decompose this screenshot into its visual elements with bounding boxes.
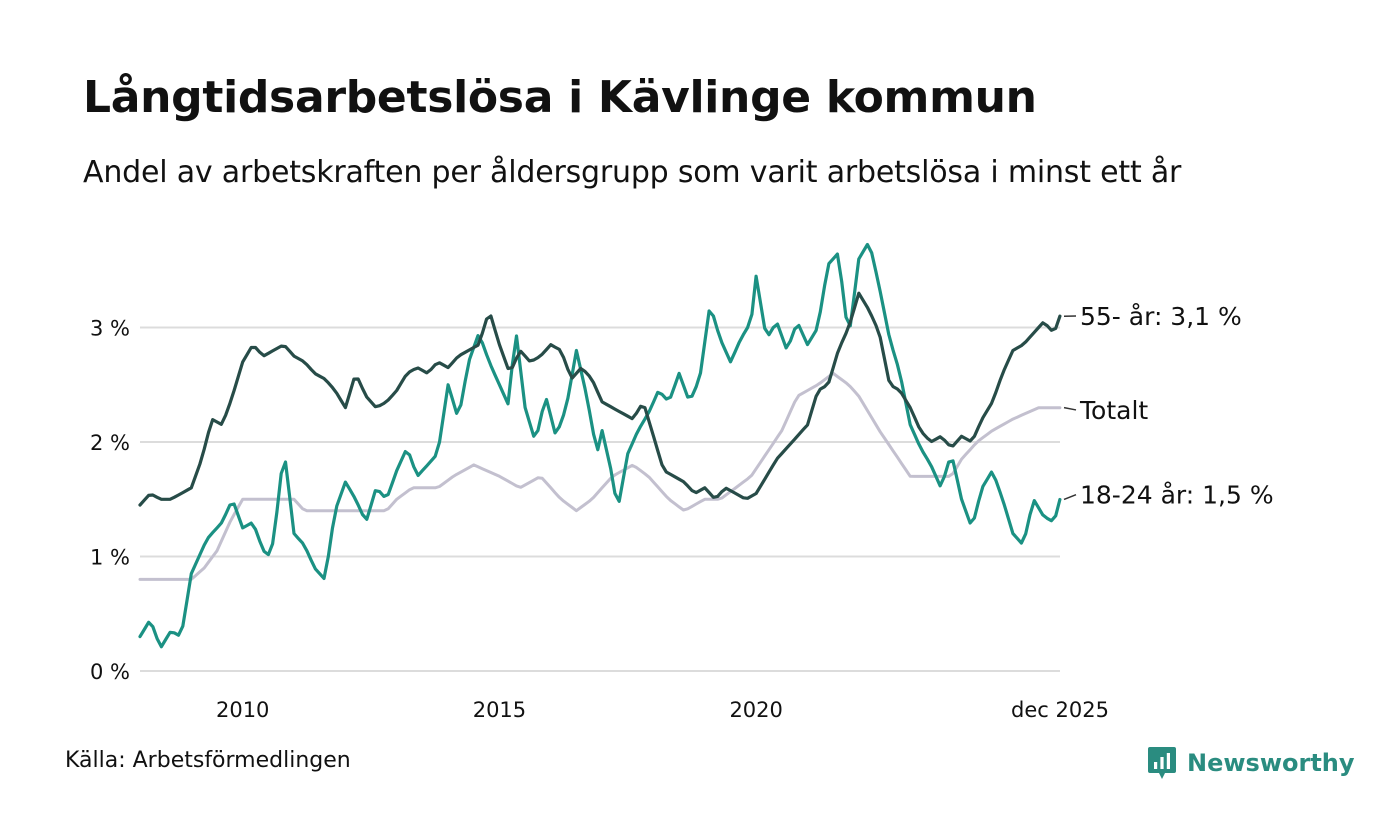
y-axis: 0 % 1 % 2 % 3 % (90, 317, 130, 685)
brand[interactable]: Newsworthy (1147, 743, 1355, 783)
series-line-2 (138, 291, 1062, 507)
series-end-label: Totalt (1079, 396, 1148, 425)
label-leader (1063, 406, 1077, 411)
x-tick-label: 2020 (729, 698, 782, 722)
chart-title: Långtidsarbetslösa i Kävlinge kommun (83, 72, 1037, 123)
y-tick-label: 3 % (90, 317, 130, 341)
x-tick-label: dec 2025 (1011, 698, 1109, 722)
series-end-label: 55- år: 3,1 % (1080, 302, 1242, 331)
x-axis: 2010 2015 2020 dec 2025 (216, 698, 1109, 722)
source-note: Källa: Arbetsförmedlingen (65, 748, 351, 773)
brand-name: Newsworthy (1187, 749, 1355, 777)
y-tick-label: 0 % (90, 660, 130, 684)
x-tick-label: 2010 (216, 698, 269, 722)
series-end-label: 18-24 år: 1,5 % (1080, 481, 1274, 510)
chart-subtitle: Andel av arbetskraften per åldersgrupp s… (83, 155, 1182, 190)
series-line-0 (138, 371, 1062, 581)
series-layer (138, 242, 1062, 649)
label-leader (1063, 493, 1077, 501)
series-labels: Totalt 18-24 år: 1,5 % 55- år: 3,1 % (1063, 302, 1274, 510)
newsworthy-logo-icon (1148, 747, 1176, 779)
y-tick-label: 2 % (90, 431, 130, 455)
x-tick-label: 2015 (473, 698, 526, 722)
series-line-1 (138, 242, 1062, 649)
y-tick-label: 1 % (90, 546, 130, 570)
